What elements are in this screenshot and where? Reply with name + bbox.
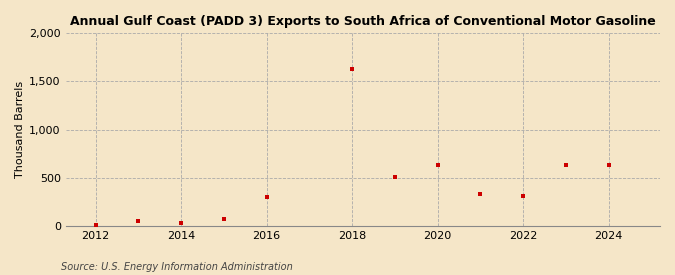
Point xyxy=(389,175,400,180)
Point xyxy=(432,163,443,167)
Point xyxy=(90,223,101,227)
Point xyxy=(560,163,571,167)
Point xyxy=(603,163,614,167)
Point xyxy=(133,218,144,223)
Title: Annual Gulf Coast (PADD 3) Exports to South Africa of Conventional Motor Gasolin: Annual Gulf Coast (PADD 3) Exports to So… xyxy=(70,15,655,28)
Point xyxy=(261,194,272,199)
Point xyxy=(518,194,529,198)
Point xyxy=(176,221,186,226)
Point xyxy=(475,192,486,196)
Y-axis label: Thousand Barrels: Thousand Barrels xyxy=(15,81,25,178)
Text: Source: U.S. Energy Information Administration: Source: U.S. Energy Information Administ… xyxy=(61,262,292,272)
Point xyxy=(347,67,358,72)
Point xyxy=(219,217,230,221)
